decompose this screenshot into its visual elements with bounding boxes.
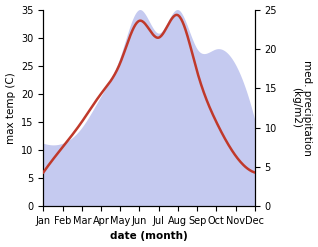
X-axis label: date (month): date (month): [110, 231, 188, 242]
Y-axis label: max temp (C): max temp (C): [5, 72, 16, 144]
Y-axis label: med. precipitation
(kg/m2): med. precipitation (kg/m2): [291, 60, 313, 156]
